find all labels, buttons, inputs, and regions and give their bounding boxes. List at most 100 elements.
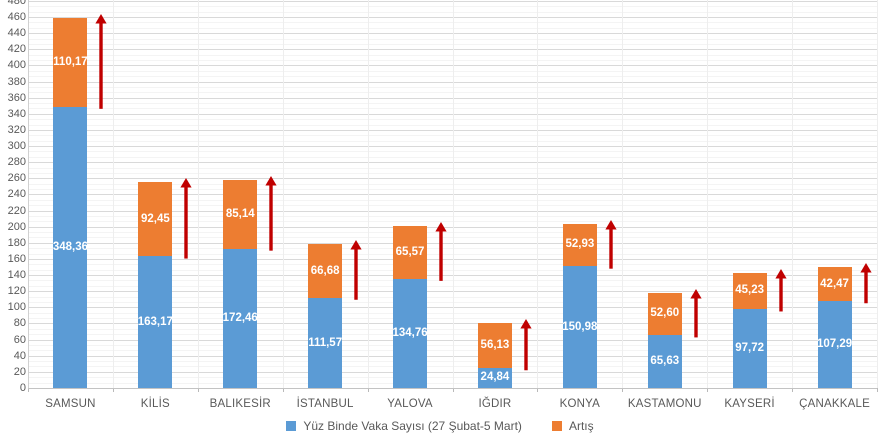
- category-gridline: [452, 0, 454, 388]
- y-axis-label: 80: [13, 317, 26, 330]
- data-label-vaka: 107,29: [816, 338, 853, 351]
- axis-tick: [282, 388, 284, 392]
- axis-tick: [537, 388, 539, 392]
- axis-tick: [452, 388, 454, 392]
- x-axis-label: KONYA: [559, 398, 601, 410]
- x-axis-label: YALOVA: [387, 398, 433, 410]
- axis-tick: [877, 388, 878, 392]
- bar-segment-artis: [732, 272, 767, 310]
- bar-segment-artis: [562, 223, 597, 267]
- x-axis-label: İSTANBUL: [296, 398, 354, 410]
- y-axis-label: 360: [7, 91, 26, 104]
- data-label-artis: 42,47: [820, 277, 849, 290]
- axis-tick: [112, 388, 114, 392]
- bar-segment-vaka: [308, 298, 343, 388]
- bar-segment-artis: [477, 322, 512, 368]
- bar-segment-artis: [393, 226, 428, 280]
- data-label-artis: 110,17: [53, 56, 88, 69]
- y-axis-line: [28, 0, 29, 388]
- category-gridline: [367, 0, 369, 388]
- x-axis-label: IĞDIR: [478, 398, 512, 410]
- data-label-vaka: 348,36: [52, 241, 89, 254]
- up-arrow-icon: [859, 263, 872, 304]
- data-label-vaka: 111,57: [308, 336, 343, 349]
- y-axis-label: 160: [7, 252, 26, 265]
- data-label-artis: 52,93: [565, 238, 595, 251]
- y-axis-label: 460: [7, 11, 26, 23]
- bar-segment-vaka: [393, 279, 428, 388]
- x-axis-label: KASTAMONU: [627, 398, 702, 410]
- bar-segment-vaka: [477, 367, 512, 388]
- y-axis-label: 0: [19, 382, 26, 394]
- y-axis-label: 40: [13, 349, 26, 362]
- data-label-artis: 52,60: [650, 307, 680, 320]
- y-axis-label: 320: [7, 123, 26, 136]
- y-axis-label: 140: [7, 269, 26, 282]
- data-label-vaka: 163,17: [137, 315, 173, 328]
- x-axis-line: [28, 388, 877, 389]
- data-label-artis: 56,13: [480, 338, 510, 351]
- bar-segment-artis: [53, 18, 88, 108]
- y-axis-label: 480: [7, 0, 26, 7]
- x-axis-label: SAMSUN: [45, 398, 96, 410]
- bar-segment-artis: [647, 292, 682, 336]
- y-axis-label: 240: [7, 188, 26, 201]
- category-gridline: [537, 0, 539, 388]
- axis-tick: [622, 388, 624, 392]
- y-axis-label: 180: [7, 236, 26, 249]
- y-axis-label: 60: [13, 333, 26, 346]
- legend-swatch-orange-icon: [551, 421, 562, 431]
- bar-segment-vaka: [53, 107, 88, 388]
- x-axis-label: BALIKESİR: [209, 398, 271, 410]
- x-axis-label: ÇANAKKALE: [799, 398, 870, 410]
- data-label-vaka: 65,63: [650, 355, 680, 368]
- category-gridline: [707, 0, 709, 388]
- up-arrow-icon: [95, 14, 108, 110]
- y-axis-label: 200: [7, 220, 26, 233]
- category-gridline: [622, 0, 624, 388]
- y-axis-label: 280: [7, 156, 26, 169]
- y-axis-label: 420: [7, 43, 26, 56]
- axis-tick: [367, 388, 369, 392]
- y-axis-label: 220: [7, 204, 26, 217]
- category-gridline: [112, 0, 114, 388]
- y-axis-label: 260: [7, 172, 26, 185]
- up-arrow-icon: [520, 318, 532, 370]
- up-arrow-icon: [265, 176, 277, 251]
- bar-segment-vaka: [647, 335, 682, 388]
- y-axis-label: 440: [7, 27, 26, 40]
- chart-legend: Yüz Binde Vaka Sayısı (27 Şubat-5 Mart) …: [0, 413, 880, 439]
- data-label-vaka: 97,72: [735, 342, 765, 355]
- data-label-artis: 92,45: [140, 212, 170, 225]
- up-arrow-icon: [350, 240, 362, 300]
- legend-label-artis: Artış: [568, 419, 594, 433]
- y-axis-label: 20: [13, 365, 26, 378]
- bar-segment-artis: [138, 181, 173, 257]
- x-axis-label: KİLİS: [140, 398, 170, 410]
- y-axis-label: 380: [7, 75, 26, 88]
- up-arrow-icon: [435, 222, 447, 282]
- category-gridline: [792, 0, 794, 388]
- legend-label-vaka: Yüz Binde Vaka Sayısı (27 Şubat-5 Mart): [303, 419, 522, 433]
- y-axis-label: 100: [7, 301, 26, 314]
- up-arrow-icon: [775, 268, 787, 312]
- axis-tick: [197, 388, 199, 392]
- up-arrow-icon: [690, 288, 702, 338]
- axis-tick: [707, 388, 709, 392]
- up-arrow-icon: [180, 177, 192, 259]
- data-label-artis: 65,57: [395, 246, 425, 259]
- category-gridline: [282, 0, 284, 388]
- data-label-vaka: 134,76: [392, 327, 428, 340]
- data-label-vaka: 150,98: [562, 320, 598, 333]
- data-label-vaka: 172,46: [222, 311, 258, 324]
- category-gridline: [877, 0, 878, 388]
- legend-swatch-blue-icon: [286, 421, 297, 431]
- bar-segment-artis: [308, 244, 343, 298]
- bar-segment-artis: [817, 267, 852, 302]
- axis-tick: [792, 388, 794, 392]
- category-gridline: [197, 0, 199, 388]
- bar-segment-vaka: [223, 248, 258, 388]
- up-arrow-icon: [605, 219, 617, 269]
- axis-tick: [28, 388, 29, 392]
